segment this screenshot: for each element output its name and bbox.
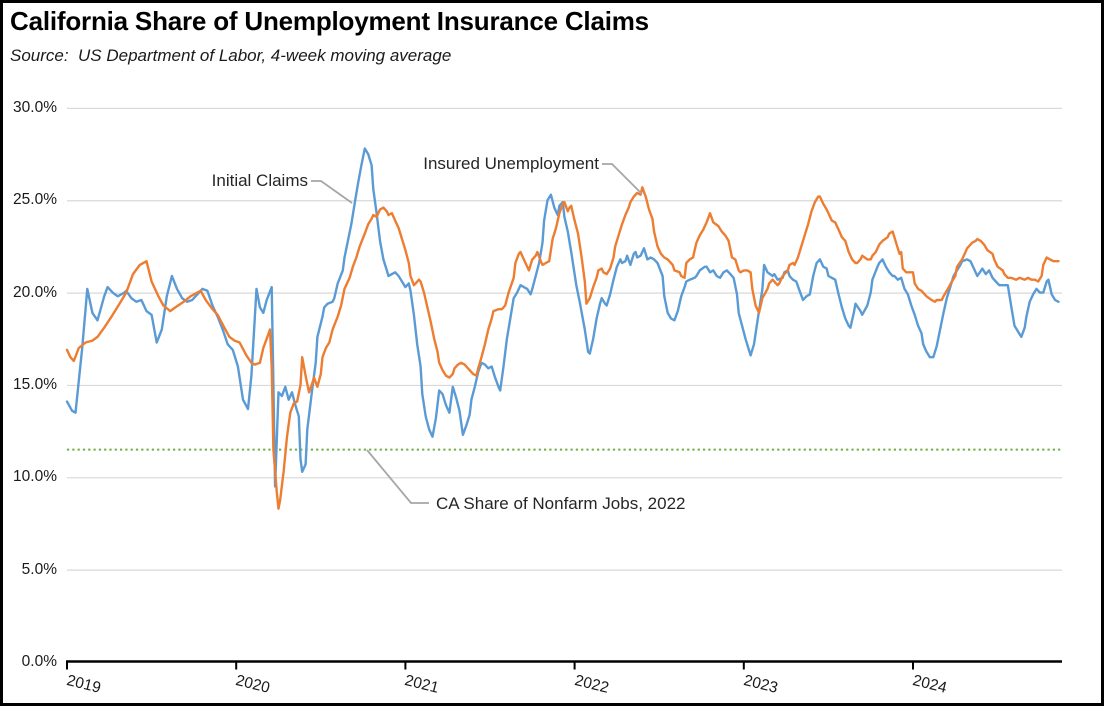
y-tick-label-5pct: 5.0% [21,560,57,578]
y-tick-label-30pct: 30.0% [13,98,57,116]
series-line-insured-unemployment [65,186,1060,510]
chart-title: California Share of Unemployment Insuran… [10,6,649,36]
series-line-initial-claims [65,147,1060,488]
y-tick-label-25pct: 25.0% [13,191,57,209]
y-tick-label-20pct: 20.0% [13,283,57,301]
annotation-leader-1 [602,163,643,195]
annotation-insured-unemployment: Insured Unemployment [423,154,599,173]
y-tick-label-15pct: 15.0% [13,375,57,393]
y-tick-label-0pct: 0.0% [21,653,57,670]
chart-source-note: Source: US Department of Labor, 4-week m… [10,46,452,65]
annotation-leader-0 [311,180,353,204]
annotation-leader-2 [366,449,429,504]
annotation-initial-claims: Initial Claims [211,171,308,190]
y-tick-label-10pct: 10.0% [13,468,57,486]
annotation-ca-share-of-nonfarm-jobs-2022: CA Share of Nonfarm Jobs, 2022 [436,494,686,513]
